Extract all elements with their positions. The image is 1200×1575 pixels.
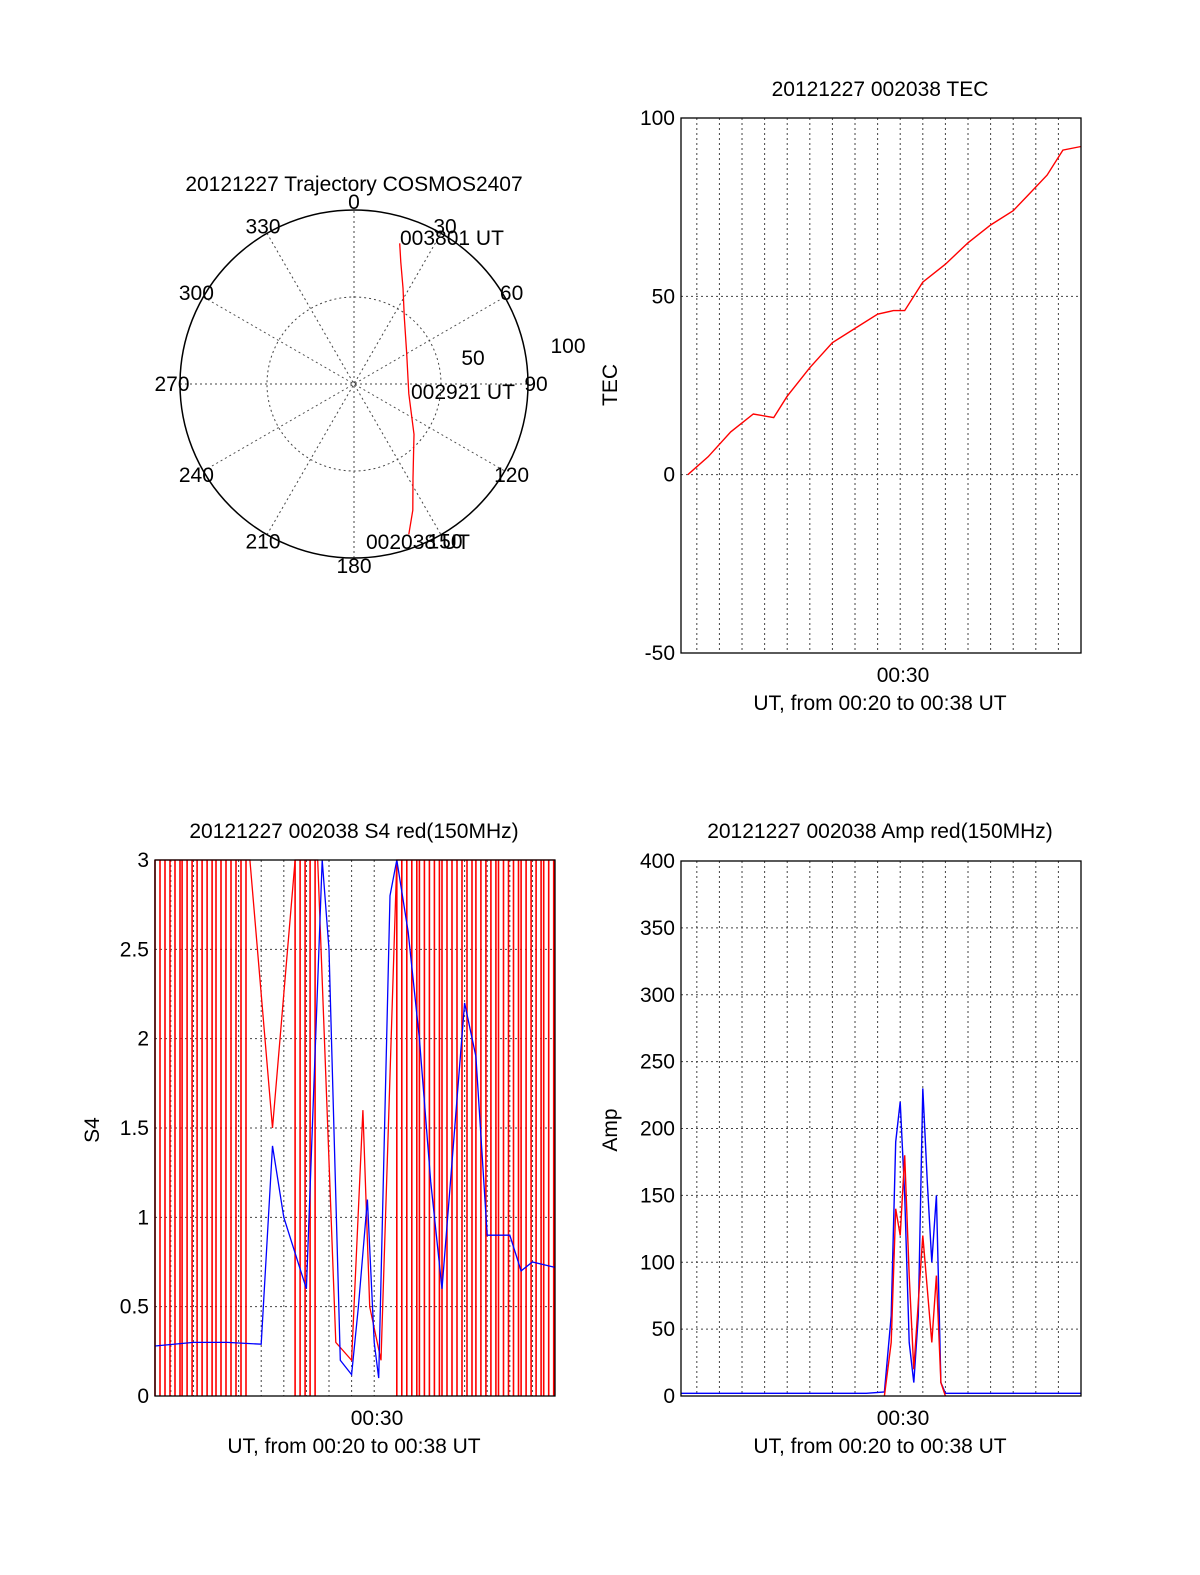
amp-title: 20121227 002038 Amp red(150MHz) xyxy=(707,820,1053,843)
tec-xtick-label: 00:30 xyxy=(877,664,930,687)
s4-ytick-label: 0.5 xyxy=(120,1296,149,1319)
polar-angle-label: 60 xyxy=(500,282,523,305)
amp-xtick-label: 00:30 xyxy=(877,1407,930,1430)
s4-ylabel: S4 xyxy=(81,1117,104,1143)
s4-red-spikes xyxy=(154,860,555,1396)
polar-angle-label: 90 xyxy=(524,373,547,396)
tec-ytick-label: -50 xyxy=(645,642,675,665)
amp-xlabel: UT, from 00:20 to 00:38 UT xyxy=(753,1435,1006,1458)
amp-ytick-label: 100 xyxy=(640,1251,675,1274)
s4-y-tick-labels: 3 2.5 2 1.5 1 0.5 0 xyxy=(120,849,149,1408)
s4-ytick-label: 1 xyxy=(137,1206,149,1229)
polar-grid-spoke xyxy=(266,233,442,535)
tec-line xyxy=(687,145,1082,476)
polar-angle-label: 210 xyxy=(245,531,280,554)
s4-ytick-label: 2 xyxy=(137,1028,149,1051)
annotation-002038: 002038 UT xyxy=(366,531,470,554)
amp-ytick-label: 0 xyxy=(663,1385,675,1408)
polar-angle-label: 270 xyxy=(154,373,189,396)
polar-angle-label: 0 xyxy=(348,191,360,214)
s4-frame xyxy=(154,859,556,1397)
tec-xlabel: UT, from 00:20 to 00:38 UT xyxy=(753,692,1006,715)
s4-ytick-label: 0 xyxy=(137,1385,149,1408)
amp-red-line xyxy=(883,1155,947,1397)
polar-angle-label: 300 xyxy=(179,282,214,305)
amp-ytick-label: 300 xyxy=(640,984,675,1007)
polar-angle-label: 30 xyxy=(433,215,456,238)
amp-ylabel: Amp xyxy=(599,1108,622,1151)
s4-xlabel: UT, from 00:20 to 00:38 UT xyxy=(227,1435,480,1458)
amp-grid xyxy=(681,860,1082,1397)
s4-grid xyxy=(155,859,556,1397)
tec-ytick-label: 100 xyxy=(640,107,675,130)
polar-panel: 20121227 Trajectory COSMOS2407 0 30 60 90 12… xyxy=(154,173,585,578)
tec-ytick-label: 0 xyxy=(663,464,675,487)
polar-angle-label: 330 xyxy=(245,215,280,238)
s4-blue-line xyxy=(154,859,556,1379)
amp-ytick-label: 400 xyxy=(640,850,675,873)
polar-grid-spoke xyxy=(203,296,505,472)
annotation-002921: 002921 UT xyxy=(411,381,515,404)
polar-radial-label-100: 100 xyxy=(550,335,585,358)
s4-ytick-label: 3 xyxy=(137,849,149,872)
polar-outer-circle xyxy=(179,209,529,559)
s4-panel: 20121227 002038 S4 red(150MHz) 3 2.5 2 1.5 1… xyxy=(81,820,556,1458)
tec-ylabel: TEC xyxy=(599,364,622,406)
polar-grid xyxy=(180,210,528,558)
polar-radial-label-50: 50 xyxy=(461,347,484,370)
amp-blue-line xyxy=(681,1088,1081,1394)
amp-y-tick-labels: 400 350 300 250 200 150 100 50 0 xyxy=(640,850,675,1408)
polar-angle-label: 240 xyxy=(179,464,214,487)
polar-angle-label: 150 xyxy=(427,531,462,554)
polar-angle-label: 180 xyxy=(336,555,371,578)
tec-title: 20121227 002038 TEC xyxy=(772,78,989,101)
polar-angle-label: 120 xyxy=(494,464,529,487)
amp-ytick-label: 150 xyxy=(640,1184,675,1207)
polar-angle-labels: 0 30 60 90 120 150 180 210 240 270 300 330 xyxy=(154,191,547,578)
polar-grid-spoke xyxy=(203,296,505,472)
s4-xtick-label: 00:30 xyxy=(351,1407,404,1430)
annotation-003801: 003801 UT xyxy=(400,227,504,250)
amp-panel: 20121227 002038 Amp red(150MHz) 400 350 30… xyxy=(599,820,1082,1458)
s4-ytick-label: 2.5 xyxy=(120,938,149,961)
amp-ytick-label: 250 xyxy=(640,1051,675,1074)
tec-ytick-label: 50 xyxy=(652,285,675,308)
tec-y-tick-labels: 100 50 0 -50 xyxy=(640,107,675,665)
s4-title: 20121227 002038 S4 red(150MHz) xyxy=(189,820,518,843)
amp-ytick-label: 200 xyxy=(640,1118,675,1141)
amp-frame xyxy=(680,860,1082,1397)
tec-frame xyxy=(680,117,1082,654)
tec-grid xyxy=(681,117,1082,654)
trajectory-line xyxy=(399,243,415,535)
amp-ytick-label: 50 xyxy=(652,1318,675,1341)
s4-ytick-label: 1.5 xyxy=(120,1117,149,1140)
polar-title: 20121227 Trajectory COSMOS2407 xyxy=(185,173,522,196)
amp-ytick-label: 350 xyxy=(640,917,675,940)
polar-grid-spoke xyxy=(266,233,442,535)
s4-red-line xyxy=(155,859,555,1362)
